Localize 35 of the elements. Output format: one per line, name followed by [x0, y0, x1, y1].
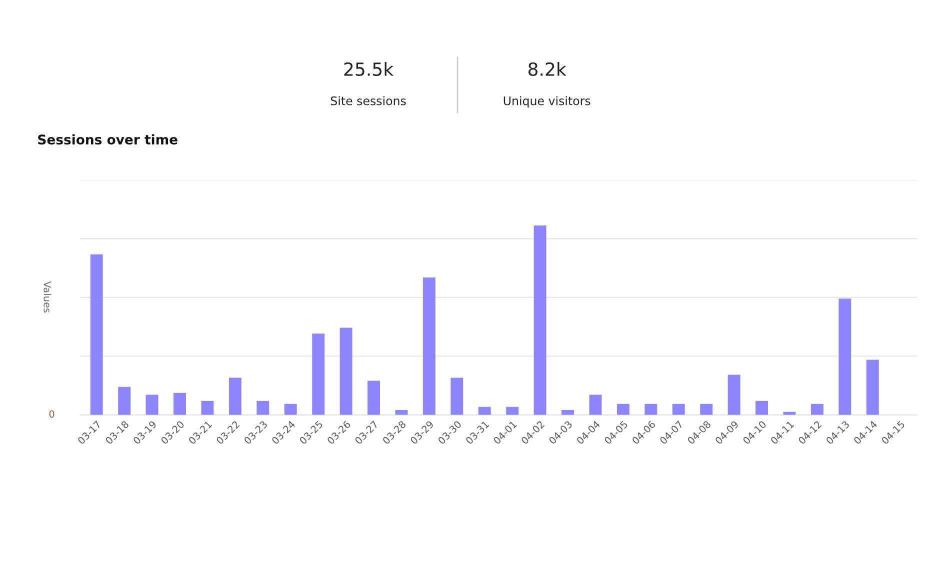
y-axis-title: Values [44, 281, 52, 313]
bar [728, 374, 740, 415]
text: Unique visitors [504, 96, 590, 108]
bar [810, 404, 824, 415]
bar [756, 400, 768, 415]
text: 25.5k [344, 62, 394, 76]
bar [589, 394, 602, 415]
bar [478, 406, 491, 415]
bar [368, 380, 380, 415]
bar [312, 334, 325, 415]
bar [838, 298, 852, 415]
text: 0 [49, 410, 54, 418]
bar [866, 360, 879, 415]
bar [174, 392, 186, 415]
bar [562, 410, 574, 415]
bar [90, 254, 103, 415]
chart-title: Sessions over time [38, 134, 178, 145]
bar [644, 404, 658, 415]
bar [201, 400, 214, 415]
bar [395, 410, 408, 415]
bar [700, 404, 713, 415]
bar [146, 394, 158, 415]
bar [506, 406, 519, 415]
bar [256, 400, 270, 415]
bar [228, 378, 242, 415]
bar [672, 404, 685, 415]
bar [340, 328, 352, 415]
bar [284, 404, 297, 415]
bar [534, 225, 546, 415]
text: 8.2k [528, 62, 566, 76]
bar [616, 404, 630, 415]
bar [450, 378, 464, 415]
bar [422, 278, 436, 415]
text: Site sessions [330, 96, 406, 106]
bar [118, 386, 131, 415]
